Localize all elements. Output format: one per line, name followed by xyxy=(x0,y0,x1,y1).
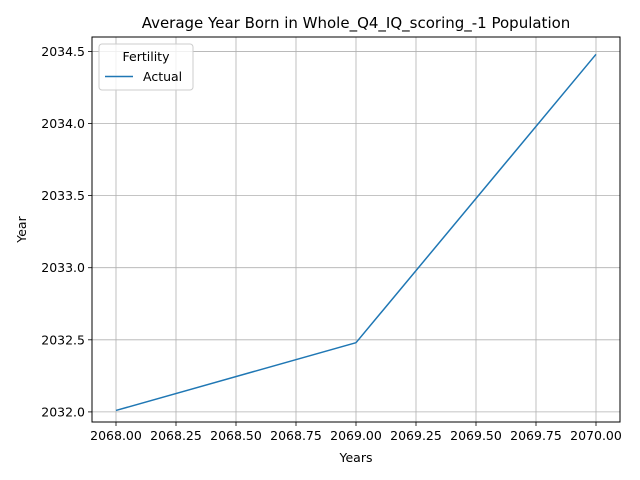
x-tick-label: 2068.25 xyxy=(150,428,202,443)
x-tick-label: 2068.75 xyxy=(270,428,322,443)
y-axis-title: Year xyxy=(14,215,29,243)
legend: Fertility Actual xyxy=(98,43,194,91)
y-axis-ticks: 2032.0 2032.5 2033.0 2033.5 2034.0 2034.5 xyxy=(41,44,92,419)
y-tick-label: 2033.0 xyxy=(41,260,85,275)
x-axis-title: Years xyxy=(339,450,373,465)
legend-label-actual: Actual xyxy=(143,69,182,84)
x-tick-label: 2068.50 xyxy=(210,428,262,443)
y-tick-label: 2033.5 xyxy=(41,188,85,203)
series-line-actual xyxy=(115,53,597,412)
y-tick-label: 2032.0 xyxy=(41,404,85,419)
y-tick-label: 2032.5 xyxy=(41,332,85,347)
series-group xyxy=(115,53,597,412)
x-tick-label: 2069.75 xyxy=(510,428,562,443)
x-tick-label: 2068.00 xyxy=(90,428,142,443)
legend-box xyxy=(98,43,194,91)
legend-title: Fertility xyxy=(123,49,171,64)
x-axis-ticks: 2068.00 2068.25 2068.50 2068.75 2069.00 2069.… xyxy=(90,422,622,443)
grid-lines xyxy=(92,37,620,422)
x-tick-label: 2070.00 xyxy=(570,428,622,443)
x-tick-label: 2069.00 xyxy=(330,428,382,443)
x-tick-label: 2069.50 xyxy=(450,428,502,443)
y-tick-label: 2034.5 xyxy=(41,44,85,59)
chart-title: Average Year Born in Whole_Q4_IQ_scoring… xyxy=(142,14,571,33)
y-tick-label: 2034.0 xyxy=(41,116,85,131)
x-tick-label: 2069.25 xyxy=(390,428,442,443)
